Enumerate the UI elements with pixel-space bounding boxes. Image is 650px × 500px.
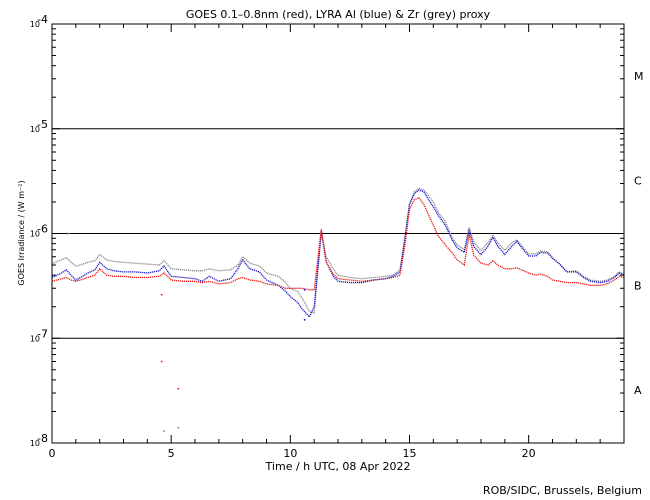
series-line-1 bbox=[51, 189, 625, 319]
series-line-2 bbox=[51, 196, 625, 291]
class-label-C: C bbox=[634, 175, 642, 188]
x-tick-label-0: 0 bbox=[49, 447, 56, 460]
x-axis-ticks: 0 5 10 15 20 bbox=[49, 24, 625, 460]
outlier-layer bbox=[67, 232, 306, 432]
chart-title: GOES 0.1–0.8nm (red), LYRA Al (blue) & Z… bbox=[186, 8, 491, 21]
outlier-point-6 bbox=[303, 288, 306, 291]
outlier-point-2 bbox=[160, 360, 163, 363]
class-label-B: B bbox=[634, 279, 642, 292]
class-label-M: M bbox=[634, 70, 644, 83]
y-tick-exponent-4: -4 bbox=[37, 13, 48, 26]
y-tick-exponent-2: -6 bbox=[37, 223, 48, 236]
x-tick-label-20: 20 bbox=[522, 447, 536, 460]
outlier-point-0 bbox=[67, 232, 70, 235]
y-tick-label-2: 10 bbox=[30, 230, 40, 239]
outlier-point-1 bbox=[160, 293, 163, 296]
x-axis-label: Time / h UTC, 08 Apr 2022 bbox=[265, 460, 411, 473]
y-axis-label: GOES Irradiance / (W m⁻²) bbox=[17, 180, 26, 285]
series-line-0 bbox=[51, 187, 625, 314]
x-tick-label-15: 15 bbox=[403, 447, 417, 460]
y-axis-ticks: 10-810-710-610-510-4 bbox=[30, 13, 624, 448]
x-tick-label-5: 5 bbox=[168, 447, 175, 460]
series-layer bbox=[51, 187, 625, 319]
credit-footer: ROB/SIDC, Brussels, Belgium bbox=[483, 484, 642, 497]
y-tick-label-4: 10 bbox=[30, 20, 40, 29]
y-tick-label-1: 10 bbox=[30, 334, 40, 343]
outlier-point-3 bbox=[177, 387, 180, 390]
outlier-point-4 bbox=[163, 430, 165, 432]
x-tick-label-10: 10 bbox=[283, 447, 297, 460]
outlier-point-5 bbox=[177, 426, 180, 429]
y-tick-exponent-0: -8 bbox=[37, 432, 48, 445]
class-labels: A B C M bbox=[634, 70, 644, 397]
class-threshold-lines bbox=[52, 128, 624, 339]
y-tick-exponent-1: -7 bbox=[37, 327, 48, 340]
y-tick-label-0: 10 bbox=[30, 439, 40, 448]
y-tick-label-3: 10 bbox=[30, 125, 40, 134]
outlier-point-7 bbox=[303, 318, 306, 321]
y-tick-exponent-3: -5 bbox=[37, 118, 48, 131]
class-label-A: A bbox=[634, 384, 642, 397]
